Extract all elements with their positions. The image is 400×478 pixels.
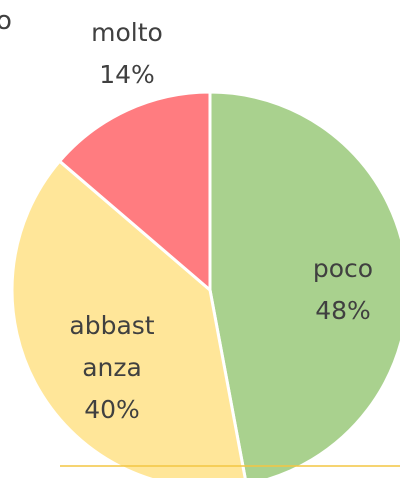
slice-label: abbastanza 40%	[62, 305, 162, 431]
chart-title: o	[0, 6, 12, 36]
value-label: 48%	[315, 296, 371, 325]
slice	[57, 90, 212, 294]
value-label: 14%	[99, 60, 155, 89]
value-label: 40%	[84, 395, 140, 424]
slice-label: molto 14%	[67, 12, 187, 96]
slices	[10, 90, 400, 478]
category-name: poco	[312, 254, 374, 283]
slice-label: poco 48%	[293, 248, 393, 332]
slice	[208, 90, 400, 478]
slice	[10, 159, 247, 478]
category-name: abbastanza	[69, 311, 155, 382]
category-name: molto	[91, 18, 163, 47]
